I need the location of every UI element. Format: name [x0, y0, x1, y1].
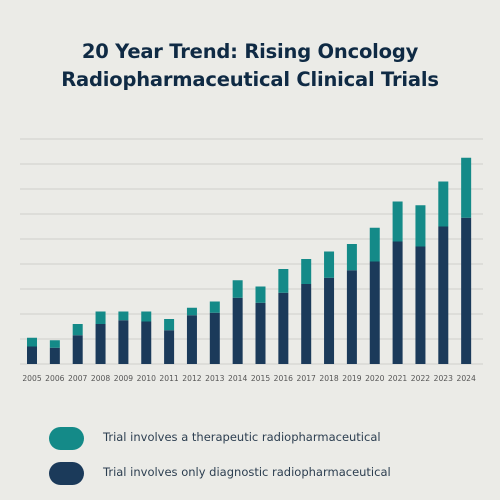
x-tick-label-2021: 2021 — [388, 374, 407, 383]
bar-therapeutic-2015 — [255, 286, 266, 303]
x-tick-label-2011: 2011 — [159, 374, 178, 383]
bar-therapeutic-2023 — [438, 181, 449, 227]
bar-therapeutic-2009 — [118, 311, 129, 321]
x-tick-label-2010: 2010 — [137, 374, 156, 383]
x-tick-label-2018: 2018 — [319, 374, 338, 383]
bar-diagnostic-2005 — [27, 346, 37, 364]
x-axis-labels: 2005 2006 2007 2008 2009 2010 2011 2012 2013 2014… — [22, 374, 476, 383]
bar-therapeutic-2013 — [209, 301, 220, 313]
bar-diagnostic-2018 — [324, 277, 335, 364]
bar-therapeutic-2011 — [164, 319, 175, 331]
legend-label-therapeutic: Trial involves a therapeutic radiopharma… — [103, 430, 381, 444]
x-tick-label-2006: 2006 — [45, 374, 64, 383]
x-tick-label-2017: 2017 — [297, 374, 316, 383]
x-tick-label-2013: 2013 — [205, 374, 224, 383]
bar-therapeutic-2016 — [278, 269, 289, 293]
x-tick-label-2007: 2007 — [68, 374, 87, 383]
x-tick-label-2019: 2019 — [342, 374, 361, 383]
x-tick-label-2008: 2008 — [91, 374, 110, 383]
bar-diagnostic-2007 — [72, 335, 83, 364]
chart-title-line-2: Radiopharmaceutical Clinical Trials — [61, 68, 439, 91]
bar-therapeutic-2007 — [72, 324, 83, 336]
x-tick-label-2009: 2009 — [114, 374, 133, 383]
legend-swatch-therapeutic — [49, 427, 84, 450]
bar-therapeutic-2008 — [95, 311, 106, 324]
bar-diagnostic-2021 — [392, 241, 403, 364]
bar-diagnostic-2015 — [255, 302, 266, 364]
legend-item-diagnostic: Trial involves only diagnostic radiophar… — [49, 462, 449, 486]
bar-diagnostic-2024 — [461, 217, 472, 364]
x-tick-label-2023: 2023 — [434, 374, 453, 383]
bar-therapeutic-2012 — [186, 307, 197, 316]
bar-therapeutic-2006 — [49, 340, 60, 348]
x-tick-label-2012: 2012 — [182, 374, 201, 383]
bar-diagnostic-2017 — [301, 284, 312, 364]
bar-diagnostic-2008 — [95, 324, 106, 364]
x-tick-label-2005: 2005 — [22, 374, 41, 383]
bar-therapeutic-2018 — [324, 251, 335, 278]
bar-diagnostic-2010 — [141, 321, 152, 364]
bar-diagnostic-2023 — [438, 226, 449, 364]
bar-diagnostic-2006 — [49, 347, 60, 364]
bar-diagnostic-2022 — [415, 246, 426, 364]
bar-diagnostic-2009 — [118, 320, 129, 364]
bar-diagnostic-2013 — [209, 312, 220, 364]
x-tick-label-2014: 2014 — [228, 374, 247, 383]
bar-therapeutic-2020 — [369, 227, 380, 262]
x-tick-label-2024: 2024 — [456, 374, 475, 383]
bar-diagnostic-2020 — [369, 261, 380, 364]
bar-diagnostic-2016 — [278, 292, 289, 364]
bar-therapeutic-2017 — [301, 259, 312, 284]
chart-title-line-1: 20 Year Trend: Rising Oncology — [81, 40, 419, 63]
bar-therapeutic-2024 — [461, 157, 472, 218]
bar-therapeutic-2019 — [346, 244, 357, 271]
legend-item-therapeutic: Trial involves a therapeutic radiopharma… — [49, 427, 449, 451]
bar-diagnostic-2019 — [346, 270, 357, 364]
legend-label-diagnostic: Trial involves only diagnostic radiophar… — [103, 465, 391, 479]
legend-swatch-diagnostic — [49, 462, 84, 485]
x-tick-label-2020: 2020 — [365, 374, 384, 383]
bar-diagnostic-2011 — [164, 330, 175, 364]
bar-therapeutic-2010 — [141, 311, 152, 322]
bar-therapeutic-2014 — [232, 280, 243, 298]
x-tick-label-2016: 2016 — [274, 374, 293, 383]
bar-therapeutic-2021 — [392, 201, 403, 242]
bars — [27, 157, 472, 364]
x-tick-label-2022: 2022 — [411, 374, 430, 383]
x-tick-label-2015: 2015 — [251, 374, 270, 383]
bar-therapeutic-2005 — [27, 337, 37, 347]
chart-title: 20 Year Trend: Rising Oncology Radiophar… — [0, 38, 500, 94]
bar-diagnostic-2012 — [186, 315, 197, 364]
bar-diagnostic-2014 — [232, 297, 243, 364]
gridlines — [20, 138, 483, 365]
bar-therapeutic-2022 — [415, 205, 426, 247]
